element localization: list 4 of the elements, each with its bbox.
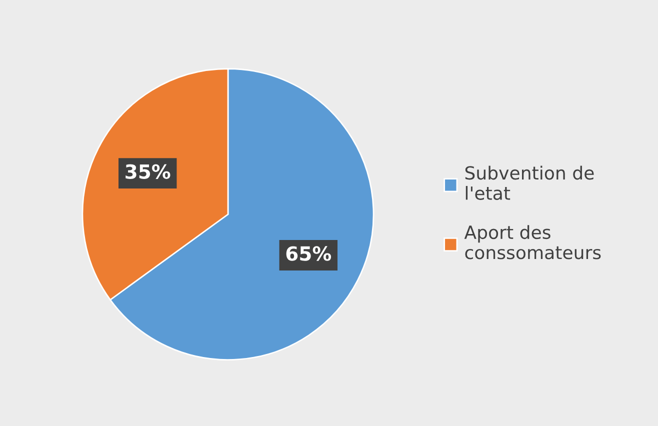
legend-label: Aport des conssomateurs bbox=[464, 225, 601, 260]
data-label: 65% bbox=[286, 246, 332, 261]
legend-label: Subvention de l'etat bbox=[465, 166, 594, 200]
data-label: 35% bbox=[126, 164, 170, 179]
